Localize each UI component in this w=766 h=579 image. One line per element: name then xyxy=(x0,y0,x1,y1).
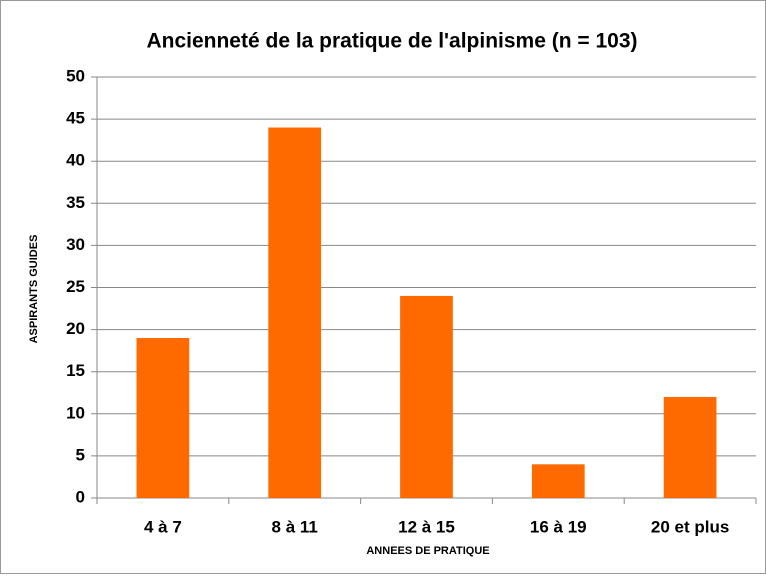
y-tick-label: 45 xyxy=(66,109,85,128)
x-tick-label: 8 à 11 xyxy=(272,517,318,536)
y-tick-label: 0 xyxy=(76,487,85,506)
y-tick-label: 10 xyxy=(66,403,85,422)
x-tick-label: 16 à 19 xyxy=(530,517,587,536)
y-tick-label: 30 xyxy=(66,235,85,254)
y-tick-label: 25 xyxy=(66,277,85,296)
x-tick-label: 20 et plus xyxy=(651,517,729,536)
bar xyxy=(136,338,190,498)
chart-title: Ancienneté de la pratique de l'alpinisme… xyxy=(146,30,637,53)
bar xyxy=(663,396,717,498)
x-tick-label: 12 à 15 xyxy=(398,517,455,536)
y-tick-label: 50 xyxy=(66,66,85,85)
y-tick-label: 20 xyxy=(66,319,85,338)
y-axis-label: ASPIRANTS GUIDES xyxy=(28,235,40,344)
y-tick-label: 15 xyxy=(66,361,85,380)
x-tick-label: 4 à 7 xyxy=(144,517,182,536)
y-tick-label: 35 xyxy=(66,193,85,212)
bar xyxy=(400,295,453,498)
bar xyxy=(531,464,585,498)
y-tick-label: 5 xyxy=(76,445,85,464)
x-axis-label: ANNEES DE PRATIQUE xyxy=(366,545,489,557)
bar xyxy=(268,127,322,499)
y-tick-label: 40 xyxy=(66,151,85,170)
